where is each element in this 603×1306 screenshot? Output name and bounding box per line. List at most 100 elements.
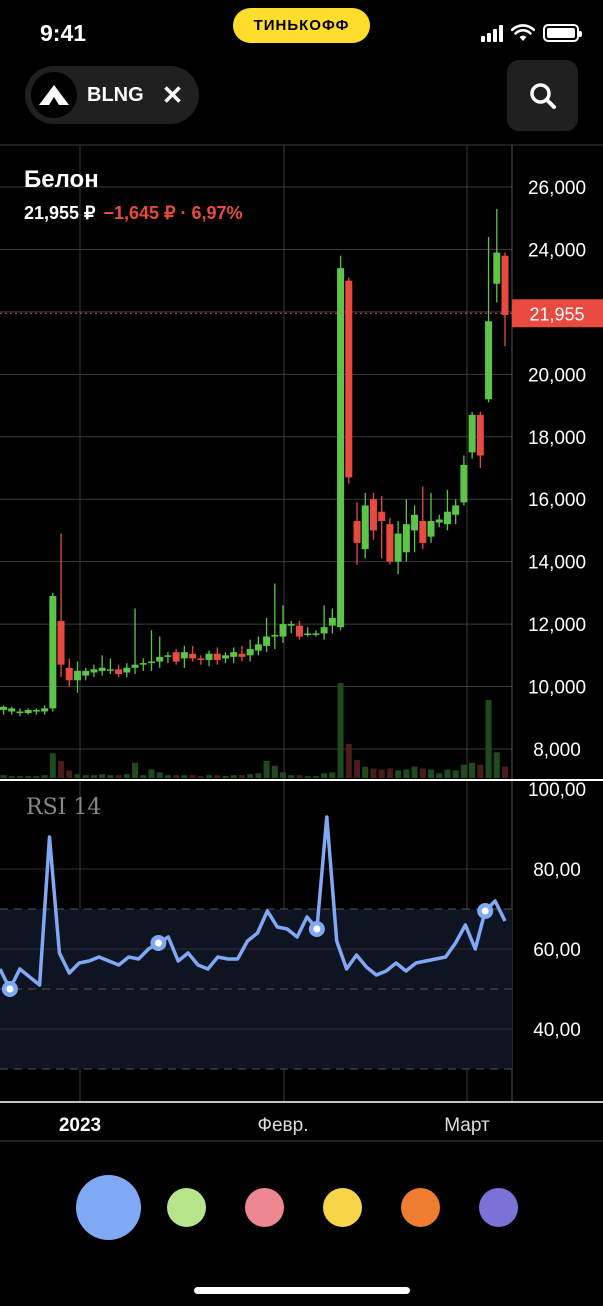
volume-bar [428, 769, 435, 778]
candle-body [386, 524, 394, 562]
candle-body [16, 711, 24, 714]
candle-body [49, 595, 57, 709]
volume-bar [345, 743, 352, 778]
candle-body [189, 653, 197, 659]
rsi-y-tick-label: 80,00 [533, 860, 581, 881]
volume-bar [16, 776, 23, 778]
volume-bar [296, 775, 303, 778]
candle-body [476, 414, 484, 456]
x-tick-label: 2023 [59, 1115, 101, 1136]
x-tick-label: Февр. [258, 1115, 309, 1136]
volume-bar [214, 775, 221, 778]
volume-bar [378, 769, 385, 778]
volume-bar [189, 775, 196, 778]
color-dot-blue[interactable] [76, 1175, 141, 1240]
candle-body [172, 652, 180, 662]
candle-body [238, 653, 246, 657]
volume-bar [304, 776, 311, 778]
volume-bar [362, 766, 369, 778]
candle-body [427, 521, 435, 537]
volume-bar [123, 774, 130, 778]
candle-body [246, 649, 254, 656]
candle-body [361, 505, 369, 550]
volume-bar [238, 775, 245, 778]
search-button[interactable] [507, 60, 578, 131]
candle-body [411, 514, 419, 531]
x-tick-label: Март [444, 1115, 490, 1136]
volume-bar [469, 762, 476, 778]
volume-bar [436, 773, 443, 778]
color-dot-green[interactable] [167, 1188, 206, 1227]
color-dot-yellow[interactable] [323, 1188, 362, 1227]
volume-bar [107, 775, 114, 778]
candle-body [254, 644, 262, 651]
volume-bar [49, 753, 56, 778]
volume-bar [370, 768, 377, 778]
candle-body [180, 652, 188, 659]
candle-body [485, 321, 493, 400]
candle-body [32, 709, 40, 712]
candle-body [156, 656, 164, 662]
candle-body [213, 653, 221, 660]
volume-bar [0, 775, 7, 778]
volume-bar [452, 770, 459, 778]
y-tick-label: 18,000 [528, 428, 586, 449]
current-price-tag-label: 21,955 [529, 304, 584, 324]
candle-body [287, 624, 295, 626]
candle-body [460, 464, 468, 503]
current-price-tag [512, 299, 603, 328]
volume-bar [8, 776, 15, 778]
close-icon[interactable]: ✕ [161, 80, 184, 110]
color-dot-orange[interactable] [401, 1188, 440, 1227]
volume-bar [222, 776, 229, 778]
status-icons [481, 24, 582, 42]
candle-body [263, 636, 271, 646]
y-tick-label: 8,000 [533, 740, 581, 761]
candle-body [304, 633, 312, 636]
price-change: −1,645 ₽ · 6,97% [103, 203, 243, 223]
volume-bar [255, 773, 262, 778]
price-info: 21,955 ₽ −1,645 ₽ · 6,97% [24, 203, 243, 224]
candle-body [353, 521, 361, 543]
volume-bar [41, 775, 48, 778]
candle-body [295, 625, 303, 637]
color-dot-purple[interactable] [479, 1188, 518, 1227]
candle-body [8, 708, 16, 712]
volume-bar [140, 775, 147, 778]
volume-bar [206, 775, 213, 778]
price-chart[interactable]: 21,955 RSI 14 26,000 24,000 20,000 18,000 16… [0, 0, 603, 1150]
volume-bar [477, 764, 484, 778]
color-dot-pink[interactable] [245, 1188, 284, 1227]
wifi-icon [511, 24, 535, 41]
candle-body [435, 519, 443, 523]
candle-body [452, 505, 460, 515]
candle-body [312, 633, 320, 635]
volume-bar [321, 773, 328, 778]
volume-bar [132, 762, 139, 778]
volume-bar [33, 776, 40, 778]
current-price: 21,955 ₽ [24, 203, 96, 223]
volume-bar [90, 775, 97, 778]
y-tick-label: 24,000 [528, 240, 586, 261]
candle-body [90, 669, 98, 673]
rsi-y-tick-label: 100,00 [528, 780, 586, 801]
volume-bar [74, 774, 81, 778]
volume-bar [247, 774, 254, 778]
candle-body [205, 653, 213, 660]
ticker-chip[interactable]: BLNG ✕ [25, 66, 199, 124]
battery-icon [543, 24, 582, 42]
search-icon [529, 82, 556, 109]
candle-body [279, 624, 287, 637]
candle-body [378, 511, 386, 522]
volume-bar [444, 769, 451, 778]
stock-name: Белон [24, 166, 99, 193]
candle-body [65, 667, 73, 681]
volume-bar [493, 752, 500, 778]
volume-bar [156, 772, 163, 778]
volume-bar [280, 772, 287, 778]
candle-body [147, 661, 155, 664]
home-indicator[interactable] [194, 1287, 410, 1294]
volume-bar [82, 775, 89, 778]
volume-bar [148, 769, 155, 778]
indicator-color-palette [76, 1175, 557, 1240]
